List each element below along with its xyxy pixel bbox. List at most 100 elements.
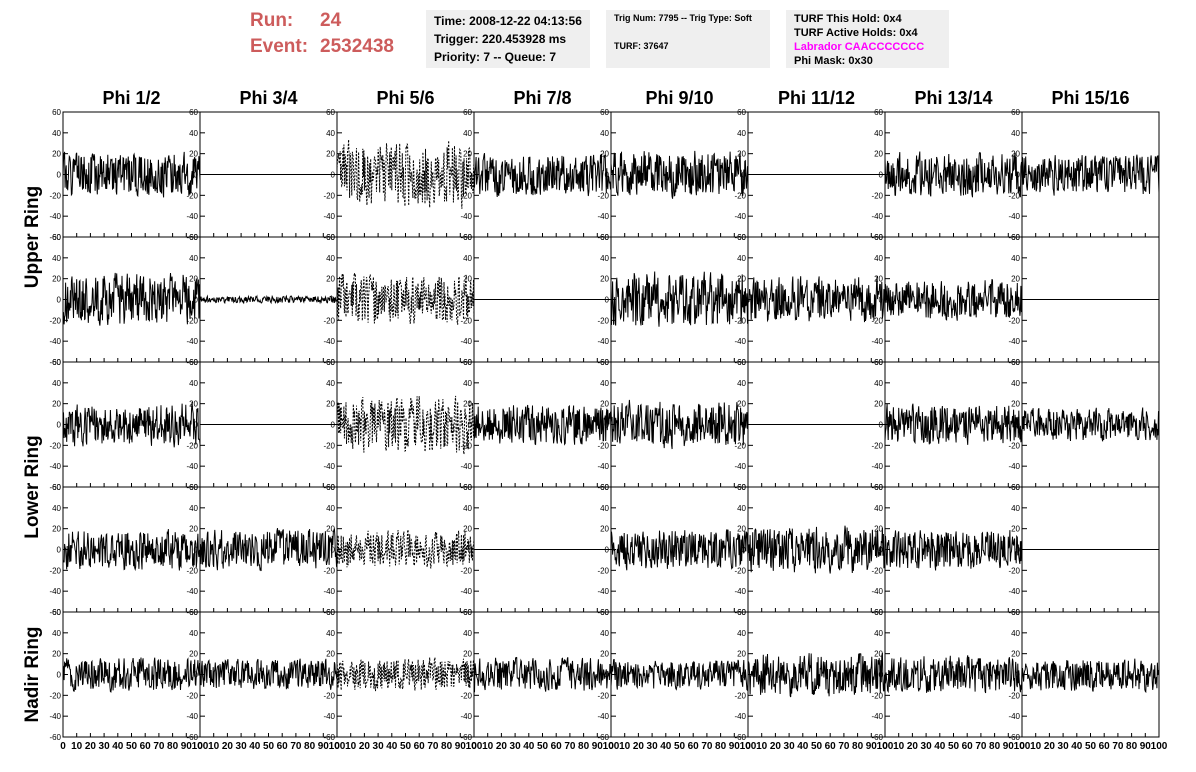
- y-tick-label: 60: [600, 483, 609, 492]
- y-tick-label: 20: [52, 400, 61, 409]
- y-tick-label: 0: [468, 171, 473, 180]
- y-tick-label: 20: [52, 525, 61, 534]
- y-tick-label: -20: [734, 566, 746, 575]
- y-tick-label: 20: [326, 650, 335, 659]
- x-tick-label: 70: [1112, 741, 1124, 752]
- x-tick-label: 80: [304, 741, 316, 752]
- x-tick-label: 0: [608, 741, 614, 752]
- waveform-trace: [62, 151, 201, 198]
- y-tick-label: 0: [879, 171, 884, 180]
- x-tick-label: 70: [975, 741, 987, 752]
- y-tick-label: 0: [194, 421, 199, 430]
- y-tick-label: 0: [194, 546, 199, 555]
- column-header: Phi 11/12: [778, 88, 855, 108]
- y-tick-label: 60: [737, 483, 746, 492]
- y-tick-label: 60: [874, 608, 883, 617]
- y-tick-label: 0: [194, 296, 199, 305]
- waveform-trace: [336, 529, 475, 569]
- y-tick-label: -20: [323, 566, 335, 575]
- y-tick-label: -20: [49, 566, 61, 575]
- y-tick-label: -60: [460, 733, 472, 742]
- y-tick-label: 40: [326, 379, 335, 388]
- y-tick-label: -20: [734, 441, 746, 450]
- y-tick-label: -20: [186, 441, 198, 450]
- y-tick-label: 20: [189, 650, 198, 659]
- y-tick-label: 20: [874, 275, 883, 284]
- labrador-text: Labrador CAACCCCCCC: [794, 41, 925, 53]
- y-tick-label: 60: [463, 358, 472, 367]
- y-tick-label: -40: [1008, 587, 1020, 596]
- y-tick-label: 0: [468, 546, 473, 555]
- y-tick-label: -60: [49, 733, 61, 742]
- y-tick-label: -20: [734, 691, 746, 700]
- y-tick-label: 20: [189, 400, 198, 409]
- waveform-trace: [199, 528, 338, 572]
- x-tick-label: 30: [921, 741, 933, 752]
- y-tick-label: 40: [737, 129, 746, 138]
- y-tick-label: -20: [597, 691, 609, 700]
- y-tick-label: -20: [597, 191, 609, 200]
- y-tick-label: 20: [874, 150, 883, 159]
- y-tick-label: -40: [597, 587, 609, 596]
- waveform-trace: [1021, 154, 1160, 196]
- x-tick-label: 30: [510, 741, 522, 752]
- x-tick-label: 60: [140, 741, 152, 752]
- x-tick-label: 0: [471, 741, 477, 752]
- y-tick-label: 60: [463, 483, 472, 492]
- x-tick-label: 40: [1071, 741, 1083, 752]
- y-tick-label: -60: [734, 733, 746, 742]
- y-tick-label: 60: [189, 608, 198, 617]
- y-tick-label: 20: [463, 400, 472, 409]
- x-tick-label: 10: [756, 741, 768, 752]
- waveform-trace: [610, 529, 749, 571]
- row-label: Lower Ring: [22, 435, 43, 538]
- y-tick-label: 0: [1016, 671, 1021, 680]
- waveform-trace: [336, 139, 475, 209]
- y-tick-label: -40: [186, 712, 198, 721]
- event-line: Event: 2532438: [250, 34, 420, 60]
- y-tick-label: -40: [871, 212, 883, 221]
- y-tick-label: 60: [52, 108, 61, 117]
- y-tick-label: 60: [52, 608, 61, 617]
- x-tick-label: 70: [838, 741, 850, 752]
- x-tick-label: 10: [893, 741, 905, 752]
- y-tick-label: 40: [52, 629, 61, 638]
- y-tick-label: -20: [871, 691, 883, 700]
- run-value: 24: [320, 10, 342, 31]
- y-tick-label: 40: [189, 629, 198, 638]
- y-tick-label: 60: [463, 233, 472, 242]
- y-tick-label: 40: [1011, 379, 1020, 388]
- y-tick-label: 0: [331, 671, 336, 680]
- x-tick-label: 10: [71, 741, 83, 752]
- y-tick-label: 40: [874, 129, 883, 138]
- y-tick-label: 60: [1011, 233, 1020, 242]
- y-tick-label: -60: [871, 733, 883, 742]
- x-tick-label: 0: [1019, 741, 1025, 752]
- y-tick-label: 60: [874, 358, 883, 367]
- x-tick-label: 10: [345, 741, 357, 752]
- y-tick-label: -40: [597, 337, 609, 346]
- y-tick-label: 40: [600, 129, 609, 138]
- y-tick-label: -60: [49, 608, 61, 617]
- x-tick-label: 80: [989, 741, 1001, 752]
- y-tick-label: 20: [874, 400, 883, 409]
- y-tick-label: 40: [326, 504, 335, 513]
- waveform-trace: [1021, 407, 1160, 442]
- y-tick-label: 60: [737, 233, 746, 242]
- waveform-trace: [747, 652, 886, 698]
- y-tick-label: -40: [460, 462, 472, 471]
- y-tick-label: 0: [605, 171, 610, 180]
- trig-num-text: Trig Num: 7795 -- Trig Type: Soft: [614, 13, 752, 23]
- x-tick-label: 20: [222, 741, 234, 752]
- y-tick-label: 20: [463, 525, 472, 534]
- y-tick-label: -40: [597, 212, 609, 221]
- x-tick-label: 40: [249, 741, 261, 752]
- waveform-trace: [473, 656, 612, 693]
- y-tick-label: -20: [597, 441, 609, 450]
- y-tick-label: 60: [326, 233, 335, 242]
- y-tick-label: 0: [57, 546, 62, 555]
- x-tick-label: 40: [934, 741, 946, 752]
- y-tick-label: 60: [463, 108, 472, 117]
- waveform-trace: [199, 658, 338, 690]
- y-tick-label: -20: [460, 441, 472, 450]
